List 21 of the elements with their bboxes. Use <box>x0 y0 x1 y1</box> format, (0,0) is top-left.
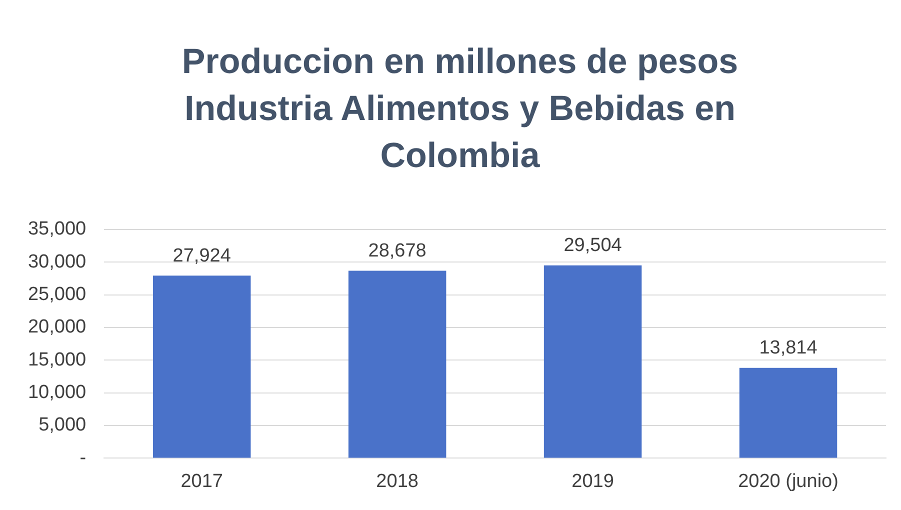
data-label: 13,814 <box>759 338 818 359</box>
y-tick-label: 20,000 <box>28 316 86 338</box>
chart-title: Produccion en millones de pesos Industria Alimentos y Bebidas en Colombia <box>180 41 740 177</box>
bar <box>739 368 838 458</box>
x-tick-label: 2017 <box>180 470 223 492</box>
y-tick-label: 10,000 <box>28 382 86 404</box>
y-tick-label: 5,000 <box>38 414 86 436</box>
bar <box>348 270 446 458</box>
x-tick-label: 2019 <box>572 470 614 492</box>
y-tick-label: 30,000 <box>28 251 86 272</box>
y-tick-label: - <box>80 447 86 468</box>
x-tick-label: 2020 (junio) <box>738 470 838 492</box>
y-tick-label: 15,000 <box>28 349 86 370</box>
bar <box>544 265 642 458</box>
x-tick-label: 2018 <box>376 470 418 492</box>
y-tick-label: 35,000 <box>28 218 86 240</box>
y-tick-label: 25,000 <box>28 284 86 306</box>
data-label: 28,678 <box>368 240 426 262</box>
bar <box>152 276 251 458</box>
data-label: 29,504 <box>564 235 622 256</box>
data-label: 27,924 <box>172 245 232 266</box>
